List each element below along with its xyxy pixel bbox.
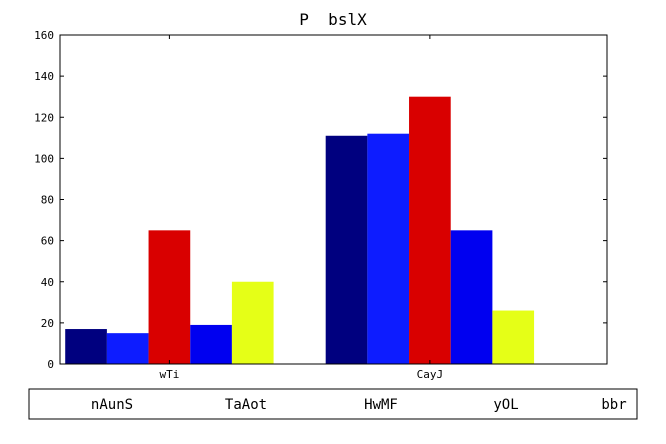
- bar-wTi-nAunS: [65, 329, 107, 364]
- bar-CayJ-HwMF: [409, 97, 451, 364]
- legend-entry-TaAot: TaAot: [225, 397, 267, 413]
- bar-wTi-TaAot: [107, 333, 149, 364]
- legend-entry-HwMF: HwMF: [364, 397, 398, 413]
- bar-wTi-bbr: [232, 282, 274, 364]
- chart-title: P bslX: [299, 10, 367, 29]
- y-tick-label: 40: [41, 276, 54, 289]
- bar-CayJ-TaAot: [367, 134, 409, 364]
- bar-CayJ-bbr: [492, 311, 534, 364]
- bar-CayJ-nAunS: [326, 136, 368, 364]
- legend-entry-bbr: bbr: [601, 397, 626, 413]
- bars-layer: [65, 97, 534, 364]
- y-tick-label: 20: [41, 317, 54, 330]
- y-tick-label: 160: [34, 29, 54, 42]
- y-tick-label: 0: [47, 358, 54, 371]
- y-tick-label: 120: [34, 111, 54, 124]
- bar-wTi-yOL: [190, 325, 232, 364]
- x-tick-label: CayJ: [417, 368, 444, 381]
- y-tick-label: 80: [41, 194, 54, 207]
- x-tick-label: wTi: [159, 368, 179, 381]
- y-tick-label: 100: [34, 152, 54, 165]
- bar-wTi-HwMF: [149, 230, 191, 364]
- bar-CayJ-yOL: [451, 230, 493, 364]
- y-tick-label: 60: [41, 235, 54, 248]
- legend-entry-yOL: yOL: [493, 397, 518, 413]
- legend-entry-nAunS: nAunS: [91, 397, 133, 413]
- y-tick-label: 140: [34, 70, 54, 83]
